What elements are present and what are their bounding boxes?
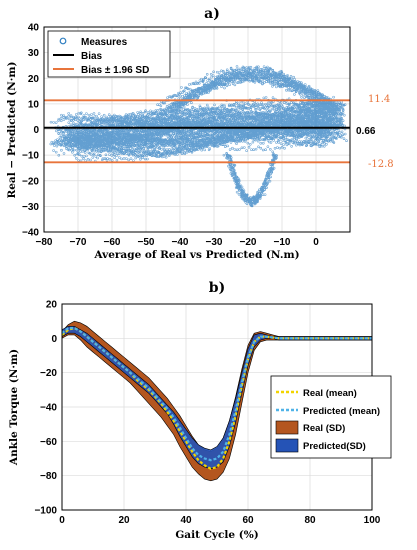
panel-a-x-tick-label: −20 <box>240 237 257 248</box>
panel-a-x-axis-label: Average of Real vs Predicted (N.m) <box>93 249 299 261</box>
panel-b-y-axis-label: Ankle Torque (N·m) <box>8 349 20 466</box>
panel-b-x-tick-label: 80 <box>304 515 316 526</box>
panel-a-y-tick-label: −20 <box>22 176 39 187</box>
bias-value-label: 0.66 <box>356 126 376 137</box>
panel-b-y-tick-label: 20 <box>46 300 58 311</box>
legend-bias-label: Bias <box>81 51 103 62</box>
legend-measures-label: Measures <box>81 37 128 48</box>
legend-loa-label: Bias ± 1.96 SD <box>81 65 149 76</box>
panel-a-y-tick-label: 40 <box>28 23 40 34</box>
panel-b-x-tick-label: 100 <box>364 515 381 526</box>
panel-a-y-tick-label: 20 <box>28 74 40 85</box>
panel-a-x-tick-label: −50 <box>138 237 155 248</box>
panel-a-y-axis-label: Real − Predicted (N·m) <box>6 62 18 199</box>
panel-a-x-tick-label: −60 <box>104 237 121 248</box>
panel-b-y-tick-label: −20 <box>40 368 57 379</box>
panel-b-x-tick-label: 60 <box>242 515 254 526</box>
legend-real-sd-label: Real (SD) <box>303 423 345 434</box>
panel-b-x-tick-label: 20 <box>118 515 130 526</box>
panel-b-tick-labels: 0 20 40 60 80 100 −100 −80 −60 −40 −20 0 20 <box>34 300 380 527</box>
legend-real-sd-swatch <box>275 420 299 435</box>
panel-b-y-tick-label: −40 <box>40 403 57 414</box>
upper-loa-label: 11.4 <box>368 94 390 105</box>
panel-a-x-tick-label: 0 <box>313 237 319 248</box>
panel-b-x-tick-label: 0 <box>59 515 65 526</box>
predicted-mean-line <box>61 326 372 462</box>
legend-measures-marker <box>59 37 67 45</box>
panel-a-scatter-points <box>49 65 348 208</box>
legend-predicted-sd-swatch <box>275 438 299 453</box>
panel-b-y-tick-label: 0 <box>51 334 57 345</box>
panel-a-x-tick-label: −30 <box>206 237 223 248</box>
panel-b-x-axis-label: Gait Cycle (%) <box>175 529 258 541</box>
panel-a-x-tick-label: −70 <box>70 237 87 248</box>
panel-b-title: b) <box>209 280 225 296</box>
panel-a-frame <box>43 26 351 233</box>
panel-a-x-tick-label: −10 <box>274 237 291 248</box>
panel-a-y-tick-label: 10 <box>28 99 40 110</box>
panel-b-y-tick-label: −80 <box>40 471 57 482</box>
panel-a-tick-labels: −80 −70 −60 −50 −40 −30 −20 −10 0 −40 −30 −20 −10 0 10… <box>22 23 319 249</box>
panel-a-title: a) <box>204 6 220 22</box>
panel-a-y-tick-label: 30 <box>28 48 40 59</box>
panel-b-y-tick-label: −60 <box>40 437 57 448</box>
panel-a-reference-lines <box>44 99 350 164</box>
measures-points <box>49 65 348 208</box>
panel-b-mean-lines <box>61 326 372 470</box>
panel-a-x-tick-label: −80 <box>36 237 53 248</box>
panel-a-legend: Measures Bias Bias ± 1.96 SD <box>47 30 171 78</box>
legend-real-mean-label: Real (mean) <box>303 388 357 399</box>
panel-a-y-tick-label: 0 <box>33 125 39 136</box>
panel-b-legend: Real (mean) Predicted (mean) Real (SD) P… <box>270 375 392 459</box>
panel-a-y-tick-label: −40 <box>22 228 39 239</box>
panel-b-x-tick-label: 40 <box>180 515 192 526</box>
lower-loa-label: -12.8 <box>368 159 394 170</box>
panel-a-y-tick-label: −10 <box>22 151 39 162</box>
panel-b-y-tick-label: −100 <box>34 506 57 517</box>
panel-a-y-tick-label: −30 <box>22 202 39 213</box>
panel-a-x-tick-label: −40 <box>172 237 189 248</box>
legend-predicted-sd-label: Predicted(SD) <box>303 441 366 452</box>
legend-predicted-mean-label: Predicted (mean) <box>303 406 380 417</box>
